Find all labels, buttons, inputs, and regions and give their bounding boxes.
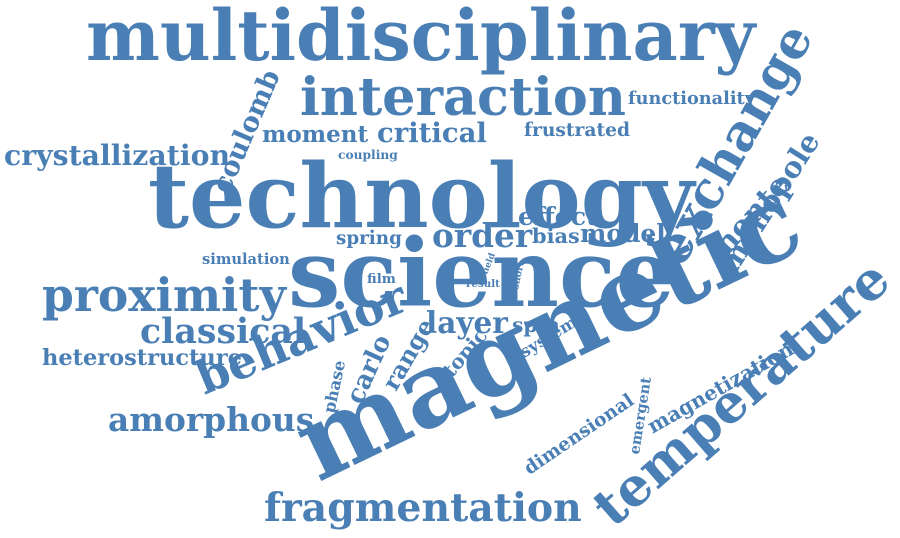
word-crystallization: crystallization [4,138,231,172]
word-moment: moment [262,120,369,148]
word-fragmentation: fragmentation [264,484,582,531]
word-interaction: interaction [300,66,626,128]
word-spin: spin [512,313,560,337]
word-effect: effect [518,201,598,231]
word-coupling: coupling [338,148,398,162]
word-result: result [466,278,500,290]
word-layer: layer [426,305,508,340]
word-heterostructure: heterostructure [42,345,242,371]
word-science: science [288,217,675,328]
word-model: model [580,218,666,248]
word-technology: technology [148,143,695,248]
word-critical: critical [377,117,487,149]
word-spring: spring [336,228,402,249]
word-frustrated: frustrated [524,118,630,141]
word-multidisciplinary: multidisciplinary [86,0,756,77]
word-order: order [432,215,533,255]
word-classical: classical [140,311,307,352]
word-simulation: simulation [202,250,290,268]
word-amorphous: amorphous [108,399,315,439]
word-film: film [367,270,396,287]
word-functionality: functionality [628,88,755,109]
word-proximity: proximity [42,268,286,322]
word-bias: bias [532,222,580,248]
